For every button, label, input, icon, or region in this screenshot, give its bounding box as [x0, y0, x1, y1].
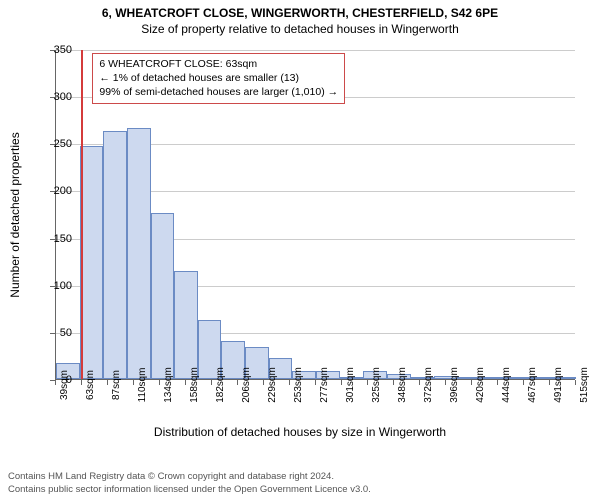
- x-tick-label: 277sqm: [319, 367, 330, 403]
- x-tick: [445, 380, 446, 385]
- x-tick-label: 515sqm: [579, 367, 590, 403]
- x-tick-label: 325sqm: [371, 367, 382, 403]
- histogram-chart: Number of detached properties 6 WHEATCRO…: [0, 40, 600, 435]
- y-tick-label: 50: [32, 327, 72, 339]
- x-tick-label: 87sqm: [111, 370, 122, 400]
- y-tick-label: 100: [32, 280, 72, 292]
- x-tick: [341, 380, 342, 385]
- histogram-bar: [127, 128, 151, 379]
- x-tick: [419, 380, 420, 385]
- footer-line-1: Contains HM Land Registry data © Crown c…: [8, 471, 371, 483]
- x-tick: [393, 380, 394, 385]
- histogram-bar: [174, 271, 198, 379]
- x-axis-label: Distribution of detached houses by size …: [0, 425, 600, 439]
- x-tick: [185, 380, 186, 385]
- x-tick-label: 491sqm: [553, 367, 564, 403]
- annotation-box: 6 WHEATCROFT CLOSE: 63sqm← 1% of detache…: [92, 53, 345, 104]
- copyright-footer: Contains HM Land Registry data © Crown c…: [8, 471, 371, 496]
- histogram-bar: [151, 213, 175, 379]
- x-tick: [55, 380, 56, 385]
- x-tick-label: 467sqm: [527, 367, 538, 403]
- x-tick: [575, 380, 576, 385]
- y-tick-label: 150: [32, 233, 72, 245]
- x-tick: [549, 380, 550, 385]
- x-tick: [237, 380, 238, 385]
- x-tick-label: 229sqm: [267, 367, 278, 403]
- x-tick: [523, 380, 524, 385]
- x-tick-label: 158sqm: [189, 367, 200, 403]
- x-tick: [211, 380, 212, 385]
- plot-area: 6 WHEATCROFT CLOSE: 63sqm← 1% of detache…: [55, 50, 575, 380]
- x-tick: [367, 380, 368, 385]
- y-tick-label: 300: [32, 91, 72, 103]
- x-tick: [315, 380, 316, 385]
- x-tick-label: 182sqm: [215, 367, 226, 403]
- x-tick: [107, 380, 108, 385]
- x-tick-label: 39sqm: [59, 370, 70, 400]
- x-tick: [471, 380, 472, 385]
- x-tick-label: 110sqm: [137, 368, 148, 403]
- x-tick: [263, 380, 264, 385]
- x-tick: [159, 380, 160, 385]
- histogram-bar: [103, 131, 127, 379]
- x-tick: [289, 380, 290, 385]
- annotation-line: 99% of semi-detached houses are larger (…: [99, 85, 338, 99]
- x-tick-label: 396sqm: [449, 367, 460, 403]
- x-tick-label: 134sqm: [163, 367, 174, 403]
- x-tick-label: 372sqm: [423, 367, 434, 403]
- gridline: [56, 50, 575, 51]
- x-tick-label: 206sqm: [241, 367, 252, 403]
- property-marker-line: [81, 50, 83, 379]
- annotation-line: 6 WHEATCROFT CLOSE: 63sqm: [99, 57, 338, 71]
- x-tick-label: 63sqm: [85, 370, 96, 400]
- y-tick-label: 200: [32, 185, 72, 197]
- footer-line-2: Contains public sector information licen…: [8, 484, 371, 496]
- x-tick: [133, 380, 134, 385]
- x-tick-label: 348sqm: [397, 367, 408, 403]
- x-tick-label: 301sqm: [345, 367, 356, 403]
- x-tick-label: 444sqm: [501, 367, 512, 403]
- y-tick-label: 350: [32, 44, 72, 56]
- x-tick: [81, 380, 82, 385]
- x-tick-label: 420sqm: [475, 367, 486, 403]
- annotation-line: ← 1% of detached houses are smaller (13): [99, 71, 338, 85]
- page-subtitle: Size of property relative to detached ho…: [0, 20, 600, 40]
- x-tick: [497, 380, 498, 385]
- y-axis-label: Number of detached properties: [8, 132, 22, 297]
- x-tick-label: 253sqm: [293, 367, 304, 403]
- y-tick-label: 250: [32, 138, 72, 150]
- page-title-address: 6, WHEATCROFT CLOSE, WINGERWORTH, CHESTE…: [0, 0, 600, 20]
- histogram-bar: [80, 146, 104, 379]
